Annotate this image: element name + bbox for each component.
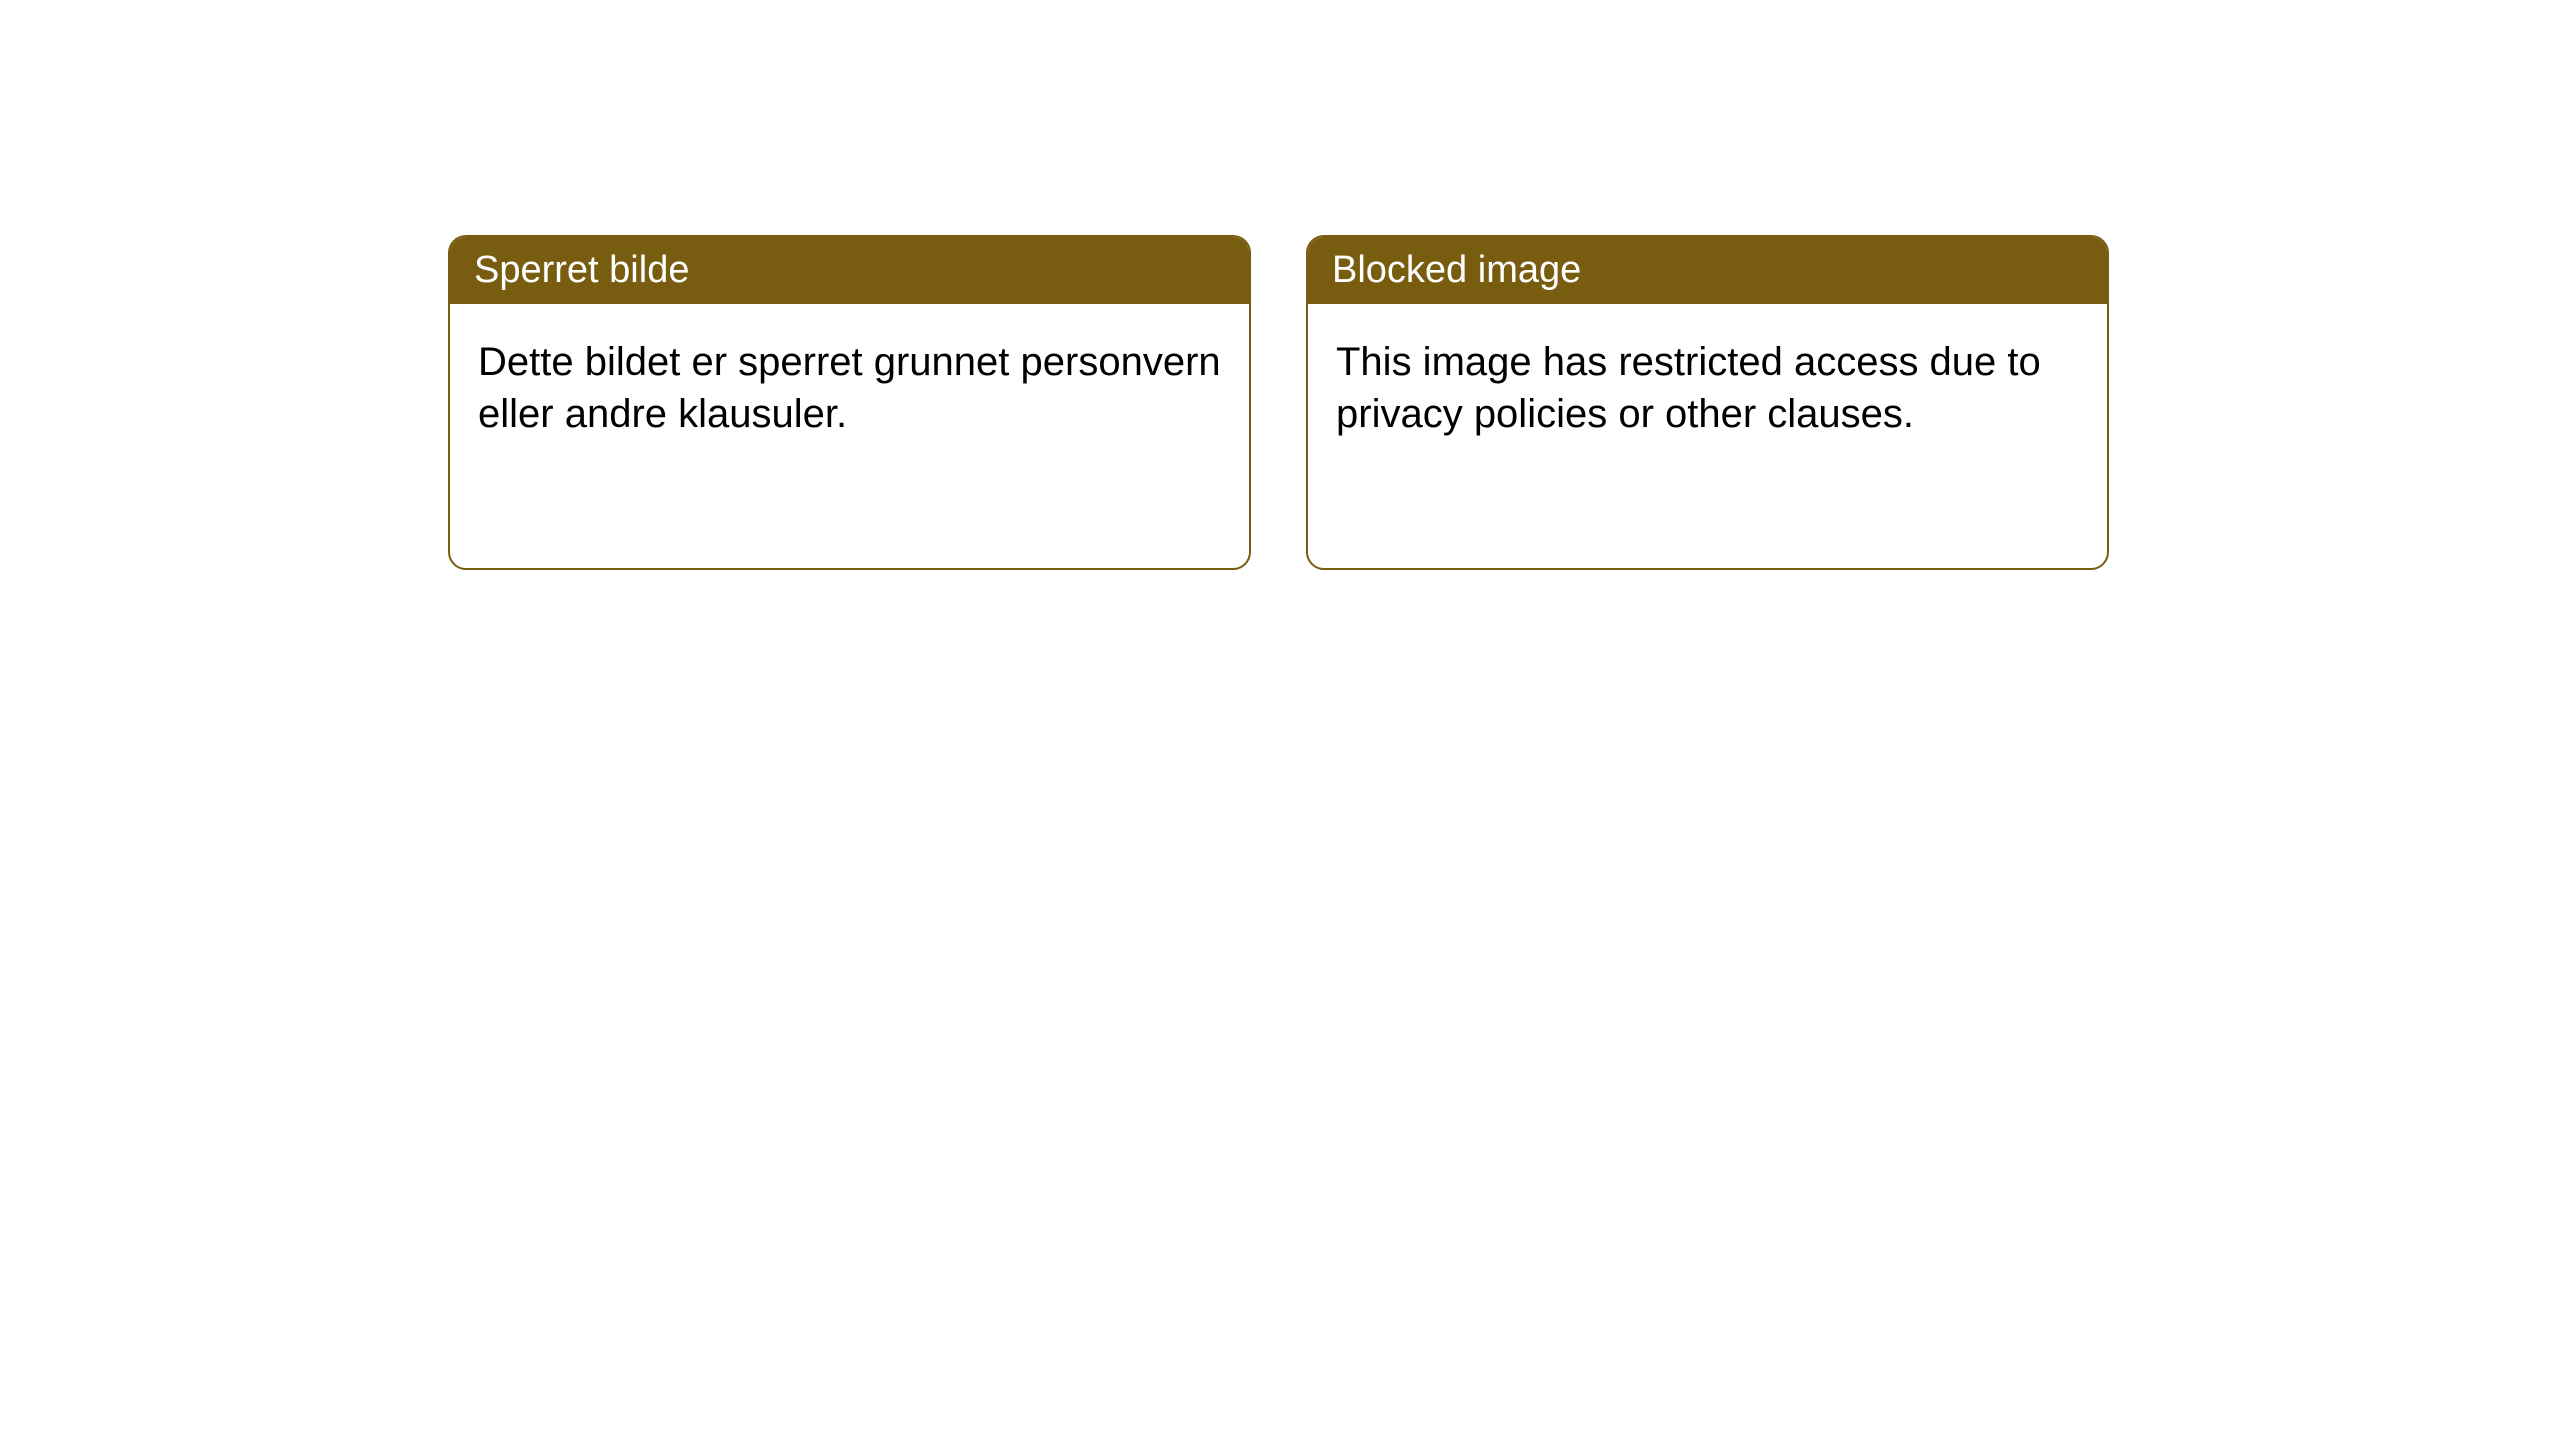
notice-card-norwegian: Sperret bilde Dette bildet er sperret gr… <box>448 235 1251 570</box>
notice-body: This image has restricted access due to … <box>1308 304 2107 472</box>
notice-card-english: Blocked image This image has restricted … <box>1306 235 2109 570</box>
notice-message: This image has restricted access due to … <box>1336 340 2041 436</box>
notice-container: Sperret bilde Dette bildet er sperret gr… <box>448 235 2109 570</box>
notice-title: Blocked image <box>1332 249 1581 291</box>
notice-body: Dette bildet er sperret grunnet personve… <box>450 304 1249 472</box>
notice-header: Sperret bilde <box>450 237 1249 304</box>
notice-header: Blocked image <box>1308 237 2107 304</box>
notice-title: Sperret bilde <box>474 249 689 291</box>
notice-message: Dette bildet er sperret grunnet personve… <box>478 340 1221 436</box>
